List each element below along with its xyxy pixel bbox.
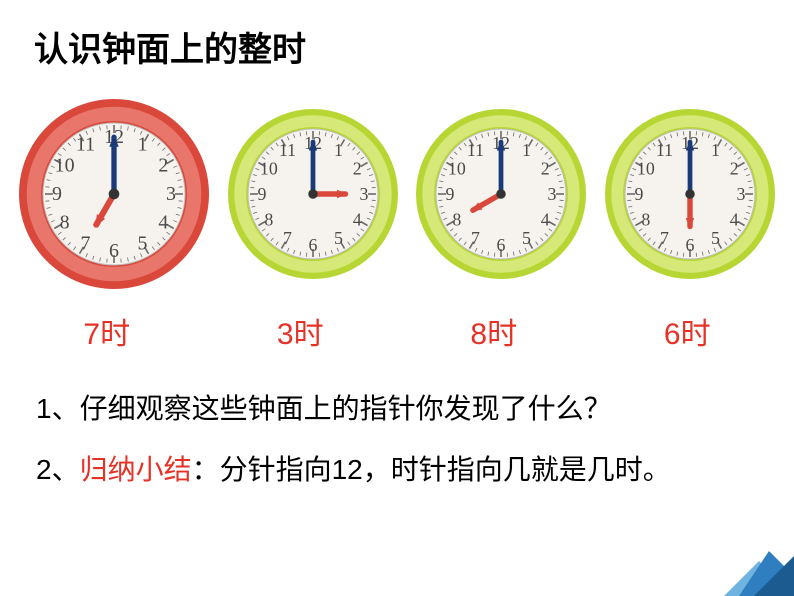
svg-text:2: 2 <box>729 159 738 179</box>
svg-text:7: 7 <box>81 232 91 254</box>
svg-text:4: 4 <box>729 210 738 230</box>
svg-text:3: 3 <box>166 183 176 205</box>
question-prefix: 1、 <box>36 393 80 424</box>
page-title: 认识钟面上的整时 <box>0 0 794 71</box>
svg-text:5: 5 <box>711 228 720 248</box>
summary-prefix: 2、 <box>36 454 80 485</box>
svg-text:10: 10 <box>55 155 75 177</box>
corner-decoration <box>684 526 794 596</box>
summary-red: 归纳小结 <box>80 454 192 485</box>
svg-text:2: 2 <box>352 159 361 179</box>
svg-text:4: 4 <box>541 210 550 230</box>
svg-text:6: 6 <box>497 235 506 255</box>
svg-text:3: 3 <box>548 184 557 204</box>
clock-4: 123456789101112 <box>605 109 775 279</box>
svg-text:6: 6 <box>109 240 119 262</box>
svg-text:3: 3 <box>359 184 368 204</box>
svg-text:11: 11 <box>279 140 296 160</box>
svg-text:10: 10 <box>260 159 278 179</box>
svg-text:8: 8 <box>264 210 273 230</box>
svg-text:9: 9 <box>634 184 643 204</box>
svg-text:9: 9 <box>52 183 62 205</box>
clocks-row: 1234567891011121234567891011121234567891… <box>0 99 794 289</box>
svg-text:5: 5 <box>334 228 343 248</box>
clock-2: 123456789101112 <box>228 109 398 279</box>
summary-2: 2、归纳小结：分针指向12，时针指向几就是几时。 <box>36 449 758 491</box>
svg-text:6: 6 <box>308 235 317 255</box>
clock-1: 123456789101112 <box>19 99 209 289</box>
svg-text:10: 10 <box>637 159 655 179</box>
svg-text:10: 10 <box>448 159 466 179</box>
svg-text:2: 2 <box>541 159 550 179</box>
question-text: 仔细观察这些钟面上的指针你发现了什么？ <box>80 393 612 424</box>
svg-text:1: 1 <box>138 134 148 156</box>
clock-3: 123456789101112 <box>416 109 586 279</box>
time-label-4: 6时 <box>591 309 785 353</box>
labels-row: 7时3时8时6时 <box>0 309 794 353</box>
svg-text:6: 6 <box>685 235 694 255</box>
svg-text:3: 3 <box>736 184 745 204</box>
svg-text:7: 7 <box>660 228 669 248</box>
svg-text:11: 11 <box>76 134 95 156</box>
svg-text:11: 11 <box>467 140 484 160</box>
svg-text:7: 7 <box>283 228 292 248</box>
svg-text:4: 4 <box>159 212 169 234</box>
svg-text:1: 1 <box>711 140 720 160</box>
svg-text:9: 9 <box>446 184 455 204</box>
svg-text:8: 8 <box>641 210 650 230</box>
svg-text:7: 7 <box>471 228 480 248</box>
time-label-3: 8时 <box>397 309 591 353</box>
svg-text:4: 4 <box>352 210 361 230</box>
svg-text:11: 11 <box>656 140 673 160</box>
svg-text:5: 5 <box>138 232 148 254</box>
svg-text:2: 2 <box>159 155 169 177</box>
summary-text: ：分针指向12，时针指向几就是几时。 <box>192 454 671 485</box>
time-label-1: 7时 <box>10 309 204 353</box>
svg-text:5: 5 <box>522 228 531 248</box>
svg-text:8: 8 <box>453 210 462 230</box>
svg-text:8: 8 <box>60 212 70 234</box>
svg-text:1: 1 <box>334 140 343 160</box>
svg-text:9: 9 <box>257 184 266 204</box>
question-1: 1、仔细观察这些钟面上的指针你发现了什么？ <box>36 387 794 427</box>
time-label-2: 3时 <box>204 309 398 353</box>
svg-text:1: 1 <box>522 140 531 160</box>
